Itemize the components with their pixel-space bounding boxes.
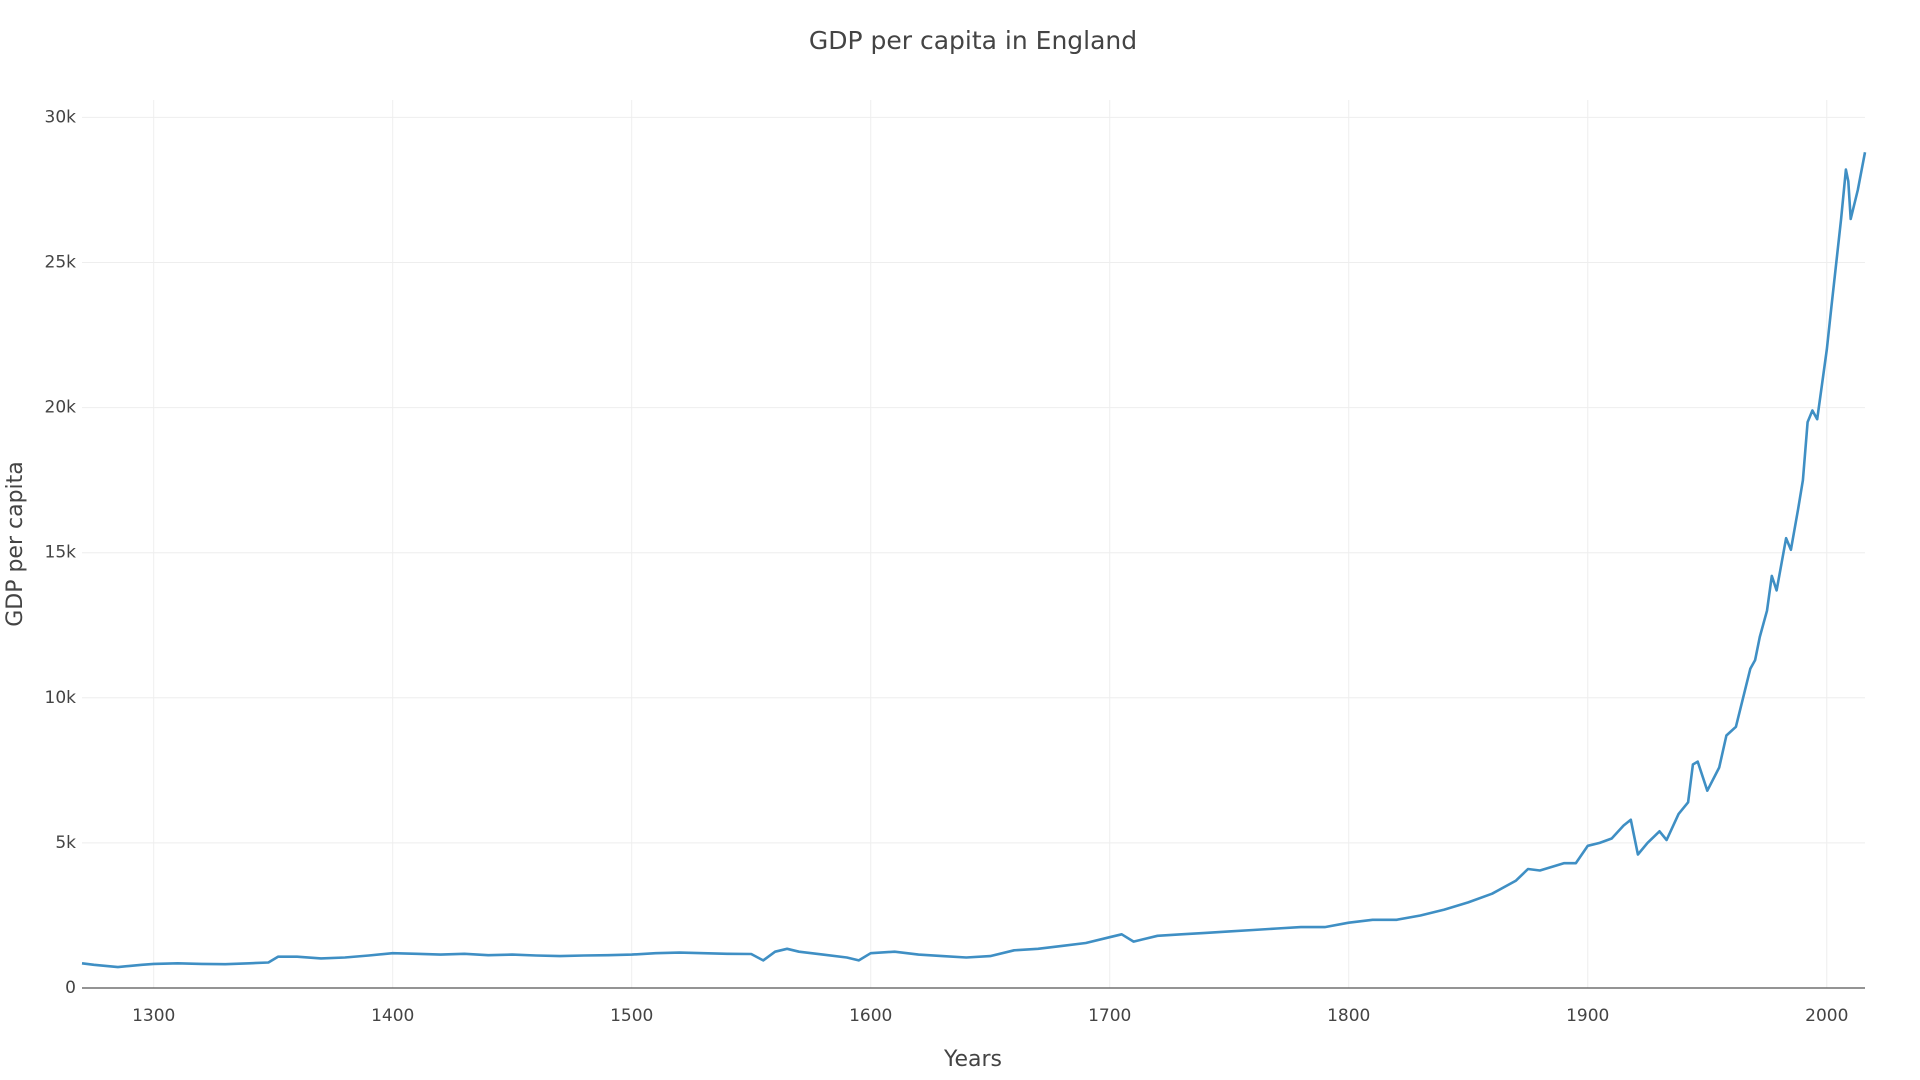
x-tick-label: 1400 xyxy=(371,1006,414,1026)
y-tick-label: 5k xyxy=(55,833,76,853)
x-tick-label: 1300 xyxy=(132,1006,175,1026)
data-line xyxy=(81,151,1867,969)
x-tick-label: 1700 xyxy=(1088,1006,1131,1026)
y-tick-label: 10k xyxy=(45,688,77,708)
y-tick-label: 15k xyxy=(45,543,77,563)
x-tick-label: 1500 xyxy=(610,1006,653,1026)
y-tick-label: 30k xyxy=(45,107,77,127)
x-axis-label: Years xyxy=(943,1047,1002,1072)
x-tick-label: 1800 xyxy=(1327,1006,1370,1026)
y-tick-label: 0 xyxy=(65,978,76,998)
chart-title: GDP per capita in England xyxy=(809,26,1137,55)
x-tick-label: 1600 xyxy=(849,1006,892,1026)
y-tick-label: 20k xyxy=(45,398,77,418)
y-axis-label: GDP per capita xyxy=(3,461,28,627)
x-tick-label: 1900 xyxy=(1566,1006,1609,1026)
y-tick-label: 25k xyxy=(45,253,77,273)
x-tick-label: 2000 xyxy=(1805,1006,1848,1026)
